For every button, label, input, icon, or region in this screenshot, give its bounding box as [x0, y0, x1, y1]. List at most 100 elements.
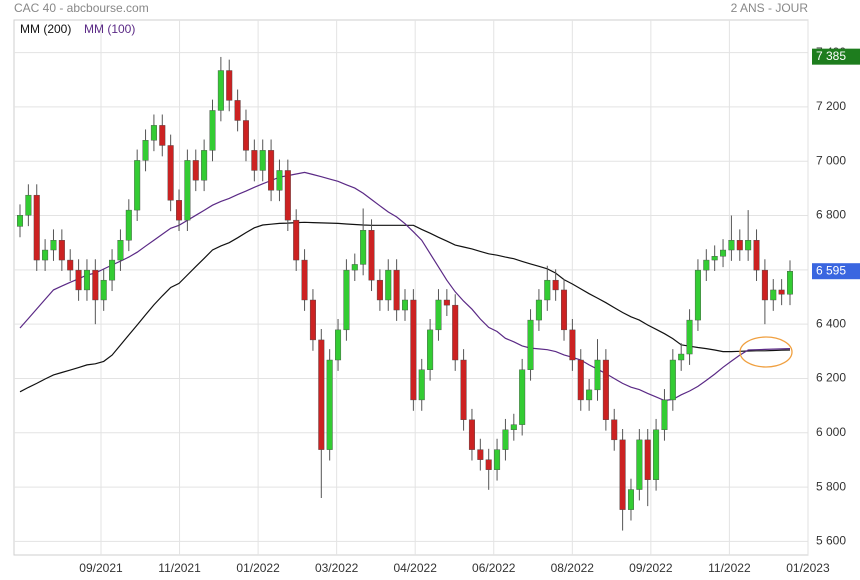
- candle-body: [761, 269, 768, 301]
- candle-body: [385, 269, 392, 301]
- candle-body: [309, 299, 316, 341]
- candle-body: [460, 359, 467, 420]
- candle-body: [25, 194, 32, 216]
- chart-subtitle: 2 ANS - JOUR: [731, 1, 809, 15]
- candle-body: [435, 299, 442, 331]
- candle-body: [753, 240, 760, 271]
- candle-body: [552, 279, 559, 291]
- candle-body: [678, 353, 685, 361]
- candle-body: [778, 289, 785, 295]
- candle-body: [142, 140, 149, 161]
- candle-body: [644, 439, 651, 480]
- candle-body: [184, 160, 191, 221]
- candle-body: [217, 70, 224, 111]
- candle-body: [201, 150, 208, 181]
- price-tag-label: 7 385: [816, 49, 846, 63]
- candle-body: [402, 299, 409, 311]
- candle-body: [134, 160, 141, 211]
- candle-body: [318, 339, 325, 450]
- candle-body: [569, 329, 576, 361]
- x-tick-label: 09/2022: [629, 561, 673, 575]
- candle-body: [50, 240, 57, 251]
- candle-body: [360, 229, 367, 265]
- candle-body: [427, 329, 434, 370]
- x-tick-label: 11/2022: [708, 561, 751, 575]
- x-tick-label: 08/2022: [551, 561, 595, 575]
- candle-body: [485, 459, 492, 470]
- candle-body: [661, 399, 668, 431]
- candle-body: [226, 70, 233, 101]
- grid: [14, 20, 809, 555]
- candle-body: [368, 229, 375, 281]
- candle-body: [770, 289, 777, 301]
- candle-body: [728, 240, 735, 251]
- candle-body: [736, 240, 743, 251]
- candle-body: [335, 329, 342, 361]
- candle-body: [410, 299, 417, 401]
- price-tag: [812, 263, 860, 280]
- candle-body: [686, 319, 693, 355]
- candle-body: [452, 304, 459, 361]
- candle-body: [259, 150, 266, 171]
- x-tick-label: 04/2022: [394, 561, 438, 575]
- candle-body: [694, 269, 701, 321]
- candle-body: [711, 256, 718, 261]
- candle-body: [17, 215, 24, 227]
- candle-body: [720, 249, 727, 257]
- candle-body: [83, 269, 90, 291]
- candle-body: [284, 170, 291, 221]
- candle-body: [519, 369, 526, 425]
- candle-body: [351, 264, 358, 271]
- candle-body: [192, 160, 199, 181]
- x-tick-label: 03/2022: [315, 561, 359, 575]
- chart-title: CAC 40 - abcbourse.com: [14, 1, 149, 15]
- candle-body: [33, 194, 40, 261]
- y-tick-label: 6 200: [816, 371, 846, 385]
- candle-body: [703, 259, 710, 271]
- candle-body: [535, 299, 542, 321]
- candle-body: [159, 125, 166, 146]
- moving-average: [19, 171, 791, 402]
- candle-body: [561, 289, 568, 331]
- price-tag-label: 6 595: [816, 263, 846, 277]
- candle-body: [669, 359, 676, 401]
- y-tick-label: 7 000: [816, 153, 846, 167]
- candle-body: [393, 269, 400, 311]
- candle-body: [343, 269, 350, 331]
- candle-body: [443, 299, 450, 306]
- y-tick-label: 6 400: [816, 316, 846, 330]
- candle-body: [611, 419, 618, 441]
- price-tag: [812, 48, 860, 65]
- y-tick-label: 5 800: [816, 479, 846, 493]
- candle-body: [586, 389, 593, 401]
- candle-body: [109, 259, 116, 281]
- plot-frame: [13, 19, 809, 556]
- candle-body: [167, 145, 174, 201]
- candle-body: [251, 150, 258, 171]
- candle-body: [636, 439, 643, 490]
- candle-body: [502, 429, 509, 450]
- candle-body: [510, 424, 517, 431]
- candle-body: [745, 240, 752, 251]
- candle-body: [58, 240, 65, 261]
- candle-body: [653, 429, 660, 480]
- candle-body: [209, 110, 216, 151]
- candle-body: [594, 359, 601, 391]
- legend-label: MM (100): [84, 22, 135, 36]
- y-tick-label: 7 200: [816, 99, 846, 113]
- candle-body: [376, 279, 383, 301]
- x-tick-label: 11/2021: [158, 561, 201, 575]
- candle-body: [477, 449, 484, 460]
- candle-body: [125, 209, 132, 241]
- candle-body: [627, 489, 634, 510]
- candle-body: [301, 259, 308, 301]
- candle-body: [92, 269, 99, 301]
- candle-body: [268, 150, 275, 191]
- candle-body: [234, 100, 241, 121]
- candle-body: [242, 120, 249, 151]
- y-tick-label: 6 800: [816, 208, 846, 222]
- candle-body: [117, 240, 124, 261]
- legend-label: MM (200): [20, 22, 71, 36]
